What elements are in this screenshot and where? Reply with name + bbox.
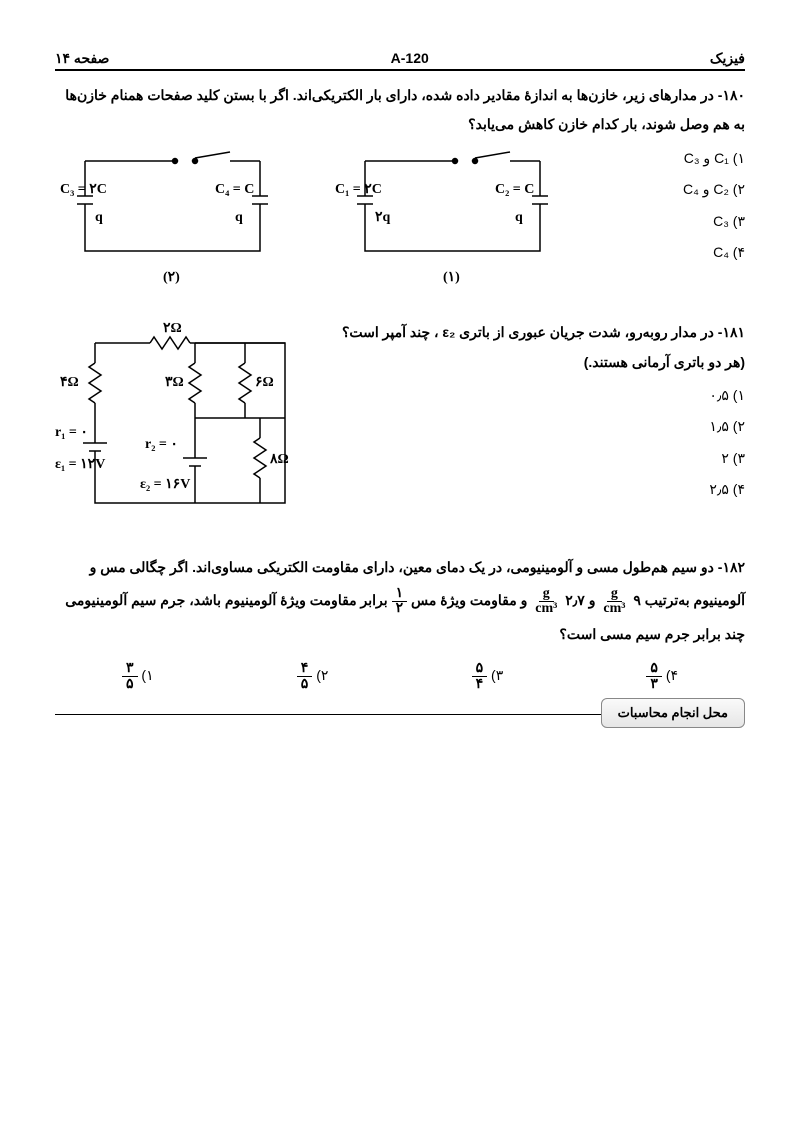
c1-cap: (۱) [443,270,460,285]
q182-half: ۱۲ [392,586,408,617]
q182-o1l: ۱) [141,667,153,683]
q181-opt2: ۲) ۱٫۵ [335,412,745,441]
c1-q1: ۲q [375,210,391,225]
q180-opt1: ۱) C₁ و C₃ [635,144,745,173]
c1-c2: C₂ = C [495,182,534,197]
q180-opt3: ۳) C₃ [635,207,745,236]
hdr-left: صفحه ۱۴ [55,50,109,67]
q182-d1: gcm³ [599,586,629,617]
c1-q2: q [515,210,523,225]
q181-opt4: ۴) ۲٫۵ [335,475,745,504]
q182-v2: ۲٫۷ [565,592,585,608]
question-182: ۱۸۲- دو سیم هم‌طول مسی و آلومینیومی، در … [55,551,745,693]
q182-d2: gcm³ [531,586,561,617]
page-header: فیزیک 120-A صفحه ۱۴ [55,50,745,71]
r2: r₂ = ۰ [145,437,178,452]
q181-opt1: ۱) ۰٫۵ [335,381,745,410]
e2: ε₂ = ۱۶V [140,477,190,492]
circuit-1: C₁ = ۲C ۲q C₂ = C q (۱) [335,146,565,296]
q182-t2: و مقاومت ویژهٔ مس [411,592,527,608]
question-180: ۱۸۰- در مدارهای زیر، خازن‌ها به اندازهٔ … [55,81,745,296]
q182-o4f: ۵۳ [646,661,662,692]
r-4ohm: ۴Ω [60,375,79,390]
hdr-center: 120-A [391,50,429,67]
e1: ε₁ = ۱۲V [55,457,105,472]
q180-text: در مدارهای زیر، خازن‌ها به اندازهٔ مقادی… [65,87,745,132]
q182-num: ۱۸۲- [718,559,745,575]
q182-o2l: ۲) [316,667,328,683]
c2-q1: q [95,210,103,225]
q182-o3l: ۳) [491,667,503,683]
q180-num: ۱۸۰- [718,87,745,103]
r-3ohm: ۳Ω [165,375,184,390]
q182-and1: و [589,592,596,608]
q182-o2f: ۴۵ [297,661,313,692]
q180-opt4: ۴) C₄ [635,238,745,267]
q181-num: ۱۸۱- [718,324,745,340]
c1-c1: C₁ = ۲C [335,182,382,197]
r-8ohm: ۸Ω [269,452,289,467]
q180-opt2: ۲) C₂ و C₄ [635,175,745,204]
c2-c3: C₃ = ۲C [60,182,107,197]
circuit-181: ۲Ω ۴Ω ۳Ω ۶Ω ۸Ω r₁ = ۰ ε₁ = ۱۲V r₂ = ۰ ε₂… [55,318,325,528]
hdr-right: فیزیک [710,50,745,67]
q181-opt3: ۳) ۲ [335,444,745,473]
c2-cap: (۲) [163,270,180,285]
q182-o1f: ۳۵ [122,661,138,692]
q182-o3f: ۵۴ [472,661,488,692]
q182-v1: ۹ [633,592,641,608]
r-6ohm: ۶Ω [255,375,274,390]
question-181: ۱۸۱- در مدار روبه‌رو، شدت جریان عبوری از… [55,318,745,528]
q182-opts: ۱) ۳۵ ۲) ۴۵ ۳) ۵۴ ۴) ۵۳ [55,661,745,692]
c2-q2: q [235,210,243,225]
calc-area-label: محل انجام محاسبات [601,698,745,728]
r1: r₁ = ۰ [55,425,88,440]
q181-text: در مدار روبه‌رو، شدت جریان عبوری از باتر… [342,324,745,369]
circuit-2: C₃ = ۲C q C₄ = C q (۲) [55,146,285,296]
q182-o4l: ۴) [666,667,678,683]
r-2ohm: ۲Ω [163,321,182,336]
c2-c4: C₄ = C [215,182,254,197]
